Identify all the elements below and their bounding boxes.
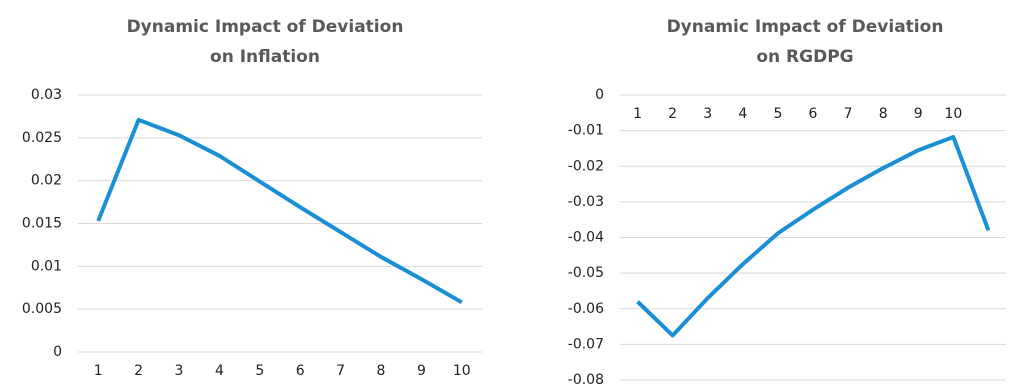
y-tick-label: 0.03 [31, 87, 62, 103]
x-tick-label: 1 [94, 363, 103, 379]
x-tick-label: 8 [377, 363, 386, 379]
chart-title: Dynamic Impact of Deviation on Inflation [126, 17, 404, 67]
x-tick-label: 7 [336, 363, 345, 379]
chart-title: Dynamic Impact of Deviation on RGDPG [666, 17, 944, 67]
x-tick-label: 1 [633, 106, 642, 122]
y-tick-label: -0.02 [568, 158, 604, 174]
y-tick-label: 0.015 [22, 216, 62, 232]
y-tick-label: -0.01 [568, 123, 604, 139]
x-tick-label: 3 [175, 363, 184, 379]
x-tick-label: 2 [668, 106, 677, 122]
y-tick-label: 0.02 [31, 173, 62, 189]
y-tick-label: -0.04 [568, 230, 604, 246]
x-tick-label: 6 [296, 363, 305, 379]
x-tick-label: 2 [134, 363, 143, 379]
y-tick-label: 0.005 [22, 301, 62, 317]
data-line [636, 135, 991, 338]
x-tick-label: 5 [255, 363, 264, 379]
x-tick-label: 10 [453, 363, 471, 379]
y-tick-label: -0.03 [568, 194, 604, 210]
x-tick-label: 9 [417, 363, 426, 379]
x-tick-label: 4 [738, 106, 747, 122]
y-tick-label: -0.07 [568, 336, 604, 352]
x-tick-label: 4 [215, 363, 224, 379]
x-tick-label: 7 [844, 106, 853, 122]
data-line [96, 117, 463, 305]
y-tick-label: 0 [595, 87, 604, 103]
y-tick-label: -0.05 [568, 265, 604, 281]
x-tick-label: 10 [944, 106, 962, 122]
y-tick-label: -0.06 [568, 301, 604, 317]
y-tick-label: -0.08 [568, 372, 604, 386]
y-tick-label: 0.01 [31, 258, 62, 274]
x-tick-label: 5 [773, 106, 782, 122]
y-tick-label: 0 [53, 344, 62, 360]
y-tick-label: 0.025 [22, 130, 62, 146]
x-tick-label: 3 [703, 106, 712, 122]
x-tick-label: 6 [809, 106, 818, 122]
x-tick-label: 8 [879, 106, 888, 122]
x-tick-label: 9 [914, 106, 923, 122]
